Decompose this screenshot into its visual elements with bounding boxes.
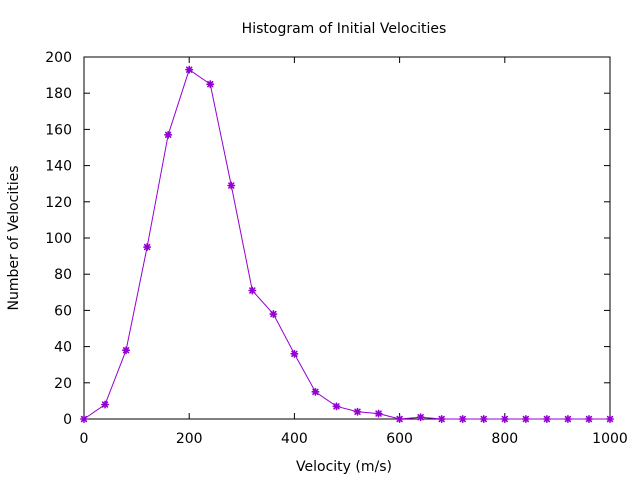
marker-stroke	[270, 310, 277, 318]
data-point	[143, 243, 152, 252]
marker-stroke	[375, 410, 382, 417]
marker-stroke	[606, 415, 614, 423]
marker-stroke	[396, 415, 403, 423]
data-point	[206, 80, 215, 89]
y-tick-label: 60	[54, 303, 72, 319]
marker-stroke	[459, 415, 466, 423]
x-tick-label: 400	[281, 431, 308, 447]
data-point	[437, 414, 446, 424]
marker-stroke	[501, 415, 509, 423]
series-0	[80, 65, 615, 424]
marker-stroke	[543, 415, 551, 423]
marker-stroke	[80, 415, 88, 423]
data-point	[122, 346, 131, 355]
y-tick-label: 200	[45, 50, 72, 66]
data-point	[374, 409, 383, 418]
marker-stroke	[291, 350, 298, 358]
y-tick-label: 120	[45, 195, 72, 211]
y-tick-label: 140	[45, 159, 72, 175]
data-point	[269, 310, 278, 319]
data-point	[290, 349, 299, 358]
marker-stroke	[312, 388, 319, 396]
data-point	[584, 414, 593, 424]
data-point	[395, 414, 404, 424]
data-point	[353, 407, 362, 416]
marker-stroke	[228, 182, 235, 189]
marker-stroke	[333, 403, 340, 410]
marker-stroke	[585, 415, 593, 423]
marker-stroke	[186, 66, 193, 73]
marker-stroke	[122, 347, 130, 354]
x-tick-label: 0	[80, 431, 89, 447]
data-point	[164, 130, 173, 139]
y-tick-label: 20	[54, 376, 72, 392]
x-tick-label: 800	[491, 431, 518, 447]
x-axis-label: Velocity (m/s)	[296, 459, 392, 475]
y-axis-label: Number of Velocities	[6, 165, 22, 310]
marker-stroke	[354, 408, 361, 415]
data-point	[248, 286, 257, 295]
marker-stroke	[564, 415, 572, 423]
x-tick-label: 1000	[592, 431, 628, 447]
data-point	[416, 413, 425, 422]
chart-title: Histogram of Initial Velocities	[242, 21, 447, 37]
data-point	[479, 414, 488, 424]
axes: 0 200 400 600 800 1000 0 20 40 60 80 100 120 140 160 18…	[45, 50, 628, 447]
marker-stroke	[101, 401, 109, 408]
x-tick-label: 200	[176, 431, 203, 447]
marker-stroke	[438, 415, 445, 423]
marker-stroke	[143, 243, 151, 251]
data-point	[332, 402, 341, 411]
y-tick-label: 160	[45, 122, 72, 138]
y-tick-label: 180	[45, 86, 72, 102]
data-point	[80, 414, 88, 424]
marker-stroke	[164, 131, 172, 139]
data-point	[311, 387, 320, 396]
marker-stroke	[417, 413, 424, 421]
marker-stroke	[207, 80, 214, 88]
data-point	[185, 65, 194, 74]
marker-stroke	[522, 415, 530, 423]
data-point	[542, 414, 551, 424]
series-layer	[80, 65, 615, 424]
y-tick-label: 80	[54, 267, 72, 283]
x-tick-label: 600	[386, 431, 413, 447]
data-point	[605, 414, 615, 424]
y-tick-label: 100	[45, 231, 72, 247]
data-point	[227, 181, 236, 190]
data-point	[101, 400, 110, 409]
marker-stroke	[480, 415, 487, 423]
data-point	[563, 414, 572, 424]
data-point	[521, 414, 530, 424]
marker-stroke	[249, 287, 256, 294]
data-point	[458, 414, 467, 424]
data-point	[500, 414, 509, 424]
y-tick-label: 0	[63, 412, 72, 428]
y-tick-label: 40	[54, 340, 72, 356]
